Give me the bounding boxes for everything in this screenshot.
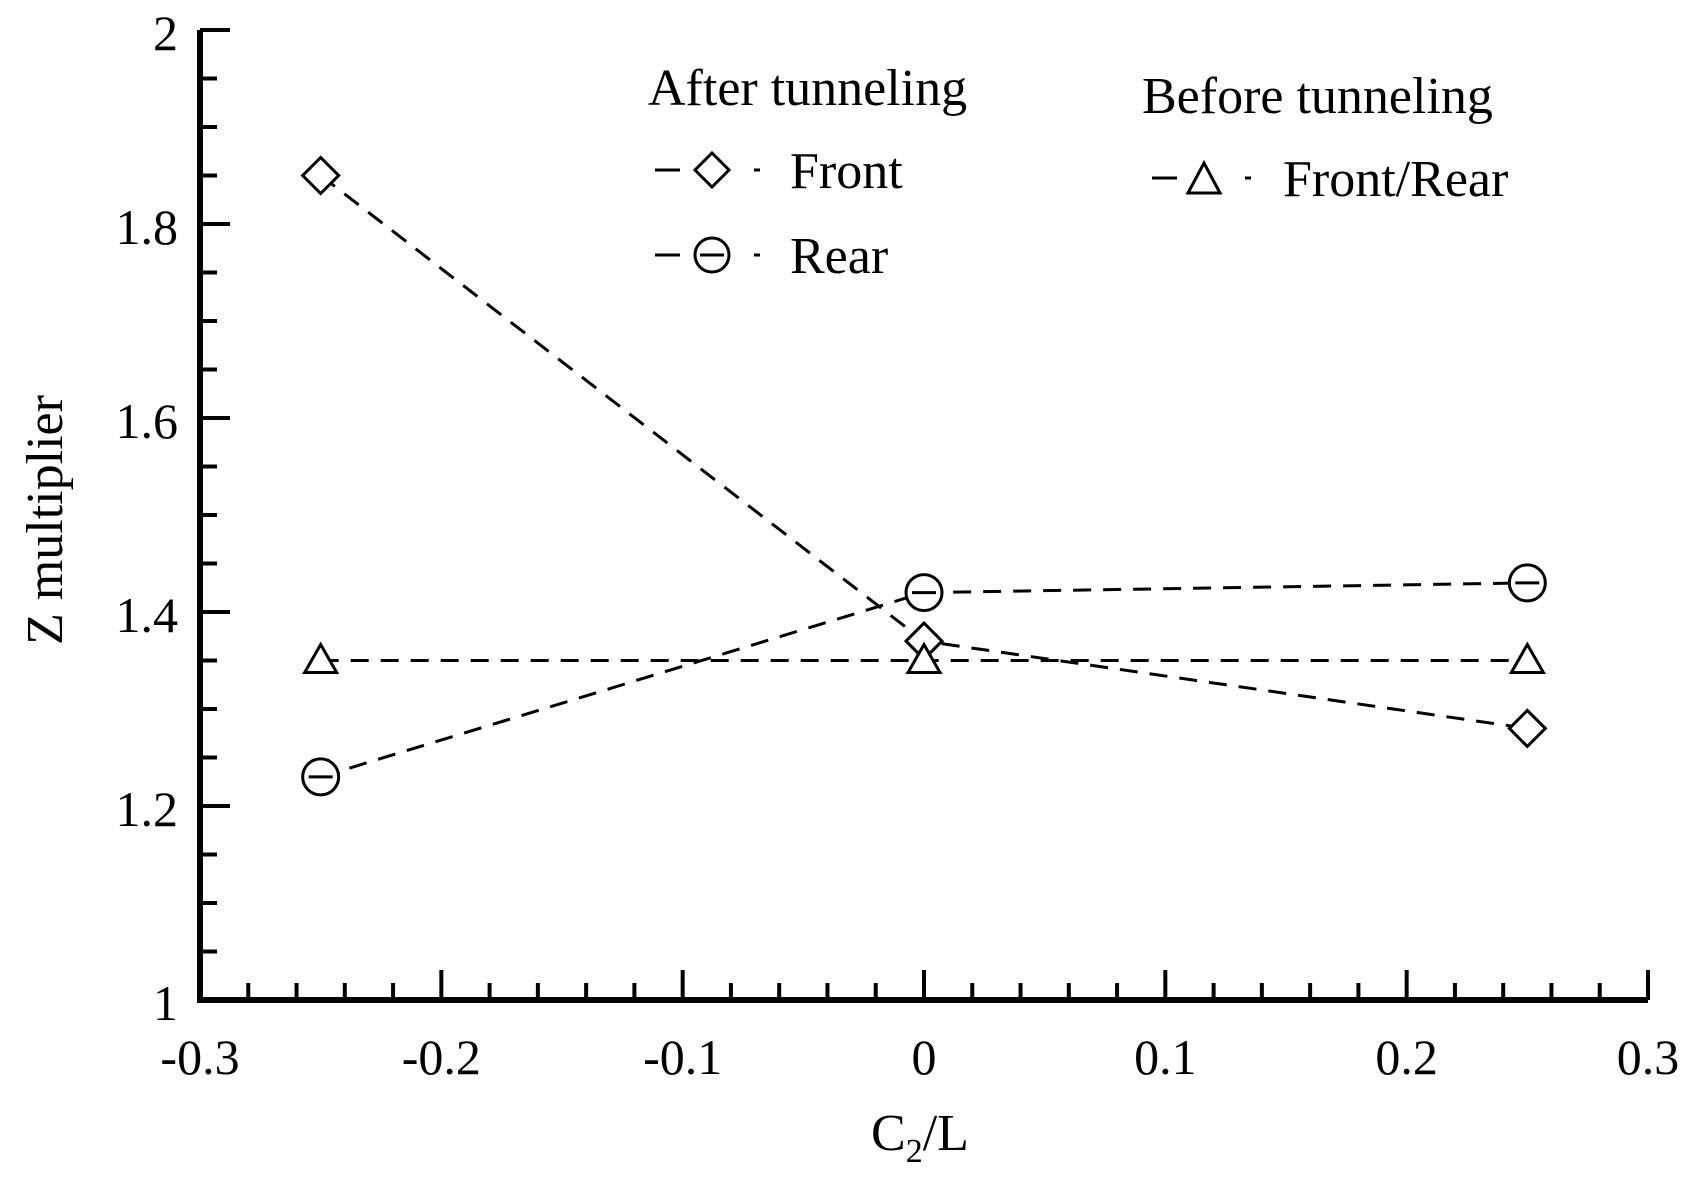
- x-tick-label: -0.1: [643, 1029, 722, 1085]
- y-tick-label: 1.6: [116, 393, 179, 449]
- y-tick-label: 2: [153, 5, 178, 61]
- x-tick-label: -0.3: [160, 1029, 239, 1085]
- legend: After tunneling Before tunneling Front R…: [648, 60, 1508, 285]
- legend-label-rear: Rear: [790, 228, 888, 285]
- data-point-front: [1507, 708, 1548, 749]
- x-tick-label: 0: [912, 1029, 937, 1085]
- data-point-rear: [301, 757, 341, 797]
- series-front: [300, 155, 1548, 749]
- legend-item-front-rear: Front/Rear: [1152, 151, 1508, 208]
- data-point-front-rear: [1508, 641, 1546, 674]
- x-axis-title-tail: /L: [923, 1105, 969, 1162]
- y-tick-label: 1.2: [116, 781, 179, 837]
- data-point-rear: [1507, 563, 1547, 603]
- legend-group-before: Before tunneling: [1142, 68, 1493, 125]
- y-tick-label: 1.8: [116, 199, 179, 255]
- data-point-front-rear: [302, 641, 340, 674]
- series-rear: [301, 563, 1547, 797]
- data-point-front: [300, 155, 341, 196]
- legend-item-rear: Rear: [655, 228, 888, 285]
- data-point-front-rear: [905, 641, 943, 674]
- x-tick-label: 0.3: [1617, 1029, 1680, 1085]
- x-axis-title-main: C: [871, 1105, 906, 1162]
- y-tick-label: 1.4: [116, 587, 179, 643]
- series-front-rear: [302, 641, 1546, 674]
- y-axis-title: Z multiplier: [17, 395, 74, 645]
- x-axis-title: C2/L: [871, 1105, 969, 1170]
- x-tick-label: -0.2: [402, 1029, 481, 1085]
- legend-label-front-rear: Front/Rear: [1283, 151, 1508, 208]
- legend-marker-front-rear: [1185, 159, 1223, 195]
- series-layer: [300, 155, 1548, 797]
- y-tick-label: 1: [153, 975, 178, 1031]
- legend-group-after: After tunneling: [648, 60, 967, 117]
- x-tick-label: 0.2: [1375, 1029, 1438, 1085]
- ticks: -0.3 -0.2 -0.1 0 0.1 0.2 0.3 1 1.2 1.4 1.6 1.8 2: [116, 5, 1680, 1085]
- data-point-rear: [904, 573, 944, 613]
- legend-label-front: Front: [790, 143, 903, 200]
- x-tick-label: 0.1: [1134, 1029, 1197, 1085]
- legend-marker-front: [692, 150, 732, 190]
- x-axis-title-subscript: 2: [906, 1133, 923, 1170]
- legend-item-front: Front: [655, 143, 903, 200]
